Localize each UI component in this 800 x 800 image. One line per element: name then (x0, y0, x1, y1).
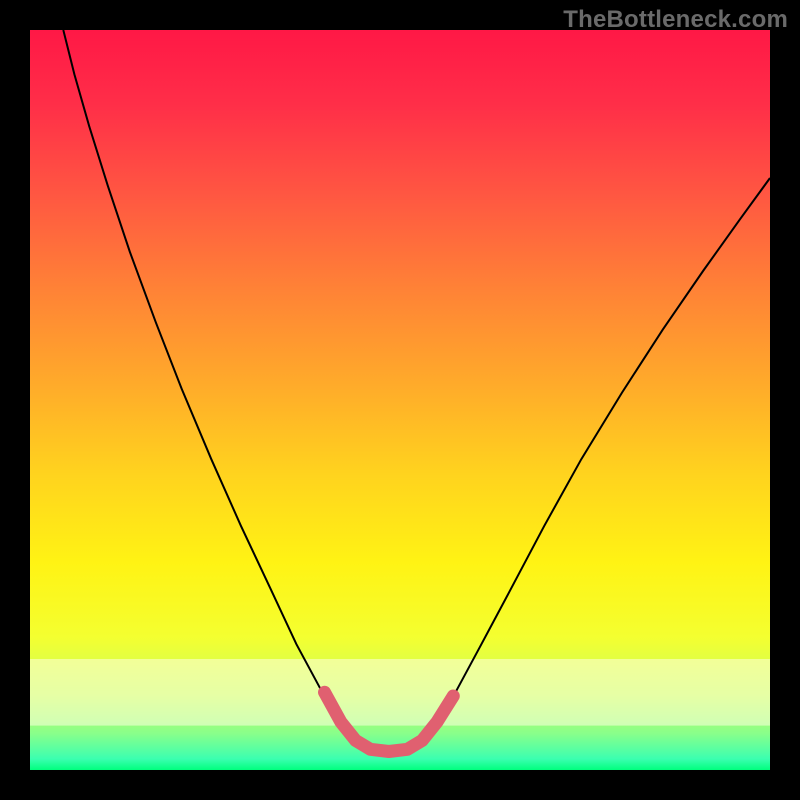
bottleneck-chart (30, 30, 770, 770)
highlight-band (30, 659, 770, 726)
watermark-text: TheBottleneck.com (563, 6, 788, 34)
chart-svg (30, 30, 770, 770)
